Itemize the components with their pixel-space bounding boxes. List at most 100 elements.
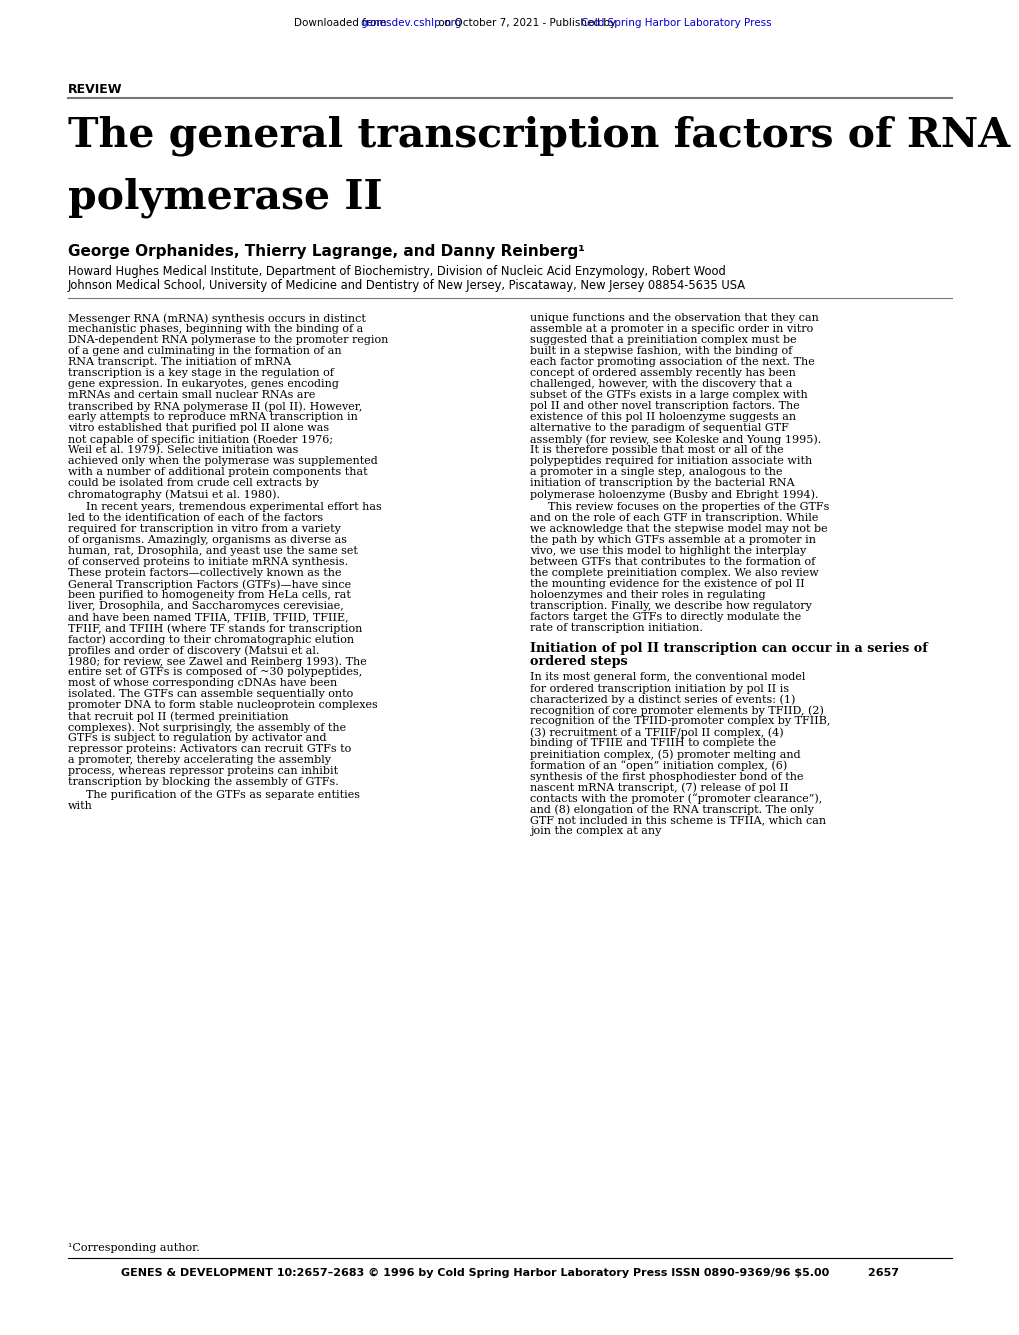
Text: REVIEW: REVIEW xyxy=(68,83,122,96)
Text: holoenzymes and their roles in regulating: holoenzymes and their roles in regulatin… xyxy=(530,590,765,599)
Text: chromatography (Matsui et al. 1980).: chromatography (Matsui et al. 1980). xyxy=(68,489,280,499)
Text: In its most general form, the conventional model: In its most general form, the convention… xyxy=(530,673,805,682)
Text: we acknowledge that the stepwise model may not be: we acknowledge that the stepwise model m… xyxy=(530,525,826,534)
Text: Messenger RNA (mRNA) synthesis occurs in distinct: Messenger RNA (mRNA) synthesis occurs in… xyxy=(68,312,366,323)
Text: the complete preinitiation complex. We also review: the complete preinitiation complex. We a… xyxy=(530,567,818,578)
Text: that recruit pol II (termed preinitiation: that recruit pol II (termed preinitiatio… xyxy=(68,712,288,721)
Text: concept of ordered assembly recently has been: concept of ordered assembly recently has… xyxy=(530,368,795,378)
Text: liver, Drosophila, and Saccharomyces cerevisiae,: liver, Drosophila, and Saccharomyces cer… xyxy=(68,601,343,611)
Text: initiation of transcription by the bacterial RNA: initiation of transcription by the bacte… xyxy=(530,478,794,489)
Text: existence of this pol II holoenzyme suggests an: existence of this pol II holoenzyme sugg… xyxy=(530,413,796,422)
Text: a promoter in a single step, analogous to the: a promoter in a single step, analogous t… xyxy=(530,467,782,477)
Text: alternative to the paradigm of sequential GTF: alternative to the paradigm of sequentia… xyxy=(530,423,788,433)
Text: human, rat, Drosophila, and yeast use the same set: human, rat, Drosophila, and yeast use th… xyxy=(68,546,358,555)
Text: RNA transcript. The initiation of mRNA: RNA transcript. The initiation of mRNA xyxy=(68,356,290,367)
Text: and (8) elongation of the RNA transcript. The only: and (8) elongation of the RNA transcript… xyxy=(530,805,813,816)
Text: synthesis of the first phosphodiester bond of the: synthesis of the first phosphodiester bo… xyxy=(530,772,803,781)
Text: each factor promoting association of the next. The: each factor promoting association of the… xyxy=(530,356,814,367)
Text: Weil et al. 1979). Selective initiation was: Weil et al. 1979). Selective initiation … xyxy=(68,445,299,455)
Text: isolated. The GTFs can assemble sequentially onto: isolated. The GTFs can assemble sequenti… xyxy=(68,689,353,700)
Text: GTF not included in this scheme is TFIIA, which can: GTF not included in this scheme is TFIIA… xyxy=(530,816,825,825)
Text: In recent years, tremendous experimental effort has: In recent years, tremendous experimental… xyxy=(86,502,381,513)
Text: required for transcription in vitro from a variety: required for transcription in vitro from… xyxy=(68,525,340,534)
Text: entire set of GTFs is composed of ~30 polypeptides,: entire set of GTFs is composed of ~30 po… xyxy=(68,668,362,677)
Text: on October 7, 2021 - Published by: on October 7, 2021 - Published by xyxy=(435,17,619,28)
Text: profiles and order of discovery (Matsui et al.: profiles and order of discovery (Matsui … xyxy=(68,645,319,655)
Text: contacts with the promoter (“promoter clearance”),: contacts with the promoter (“promoter cl… xyxy=(530,793,821,804)
Text: unique functions and the observation that they can: unique functions and the observation tha… xyxy=(530,312,818,323)
Text: mRNAs and certain small nuclear RNAs are: mRNAs and certain small nuclear RNAs are xyxy=(68,390,315,400)
Text: of organisms. Amazingly, organisms as diverse as: of organisms. Amazingly, organisms as di… xyxy=(68,535,346,545)
Text: GENES & DEVELOPMENT 10:2657–2683 © 1996 by Cold Spring Harbor Laboratory Press I: GENES & DEVELOPMENT 10:2657–2683 © 1996 … xyxy=(121,1268,898,1278)
Text: Johnson Medical School, University of Medicine and Dentistry of New Jersey, Pisc: Johnson Medical School, University of Me… xyxy=(68,279,745,292)
Text: most of whose corresponding cDNAs have been: most of whose corresponding cDNAs have b… xyxy=(68,678,337,688)
Text: challenged, however, with the discovery that a: challenged, however, with the discovery … xyxy=(530,379,792,388)
Text: This review focuses on the properties of the GTFs: This review focuses on the properties of… xyxy=(547,502,828,513)
Text: The purification of the GTFs as separate entities: The purification of the GTFs as separate… xyxy=(86,790,360,800)
Text: factors target the GTFs to directly modulate the: factors target the GTFs to directly modu… xyxy=(530,611,801,622)
Text: process, whereas repressor proteins can inhibit: process, whereas repressor proteins can … xyxy=(68,766,337,776)
Text: a promoter, thereby accelerating the assembly: a promoter, thereby accelerating the ass… xyxy=(68,756,331,765)
Text: of conserved proteins to initiate mRNA synthesis.: of conserved proteins to initiate mRNA s… xyxy=(68,557,347,567)
Text: binding of TFIIE and TFIIH to complete the: binding of TFIIE and TFIIH to complete t… xyxy=(530,738,775,749)
Text: transcribed by RNA polymerase II (pol II). However,: transcribed by RNA polymerase II (pol II… xyxy=(68,400,362,411)
Text: (3) recruitment of a TFIIF/pol II complex, (4): (3) recruitment of a TFIIF/pol II comple… xyxy=(530,728,783,738)
Text: ordered steps: ordered steps xyxy=(530,655,627,669)
Text: with a number of additional protein components that: with a number of additional protein comp… xyxy=(68,467,367,477)
Text: been purified to homogeneity from HeLa cells, rat: been purified to homogeneity from HeLa c… xyxy=(68,590,351,599)
Text: suggested that a preinitiation complex must be: suggested that a preinitiation complex m… xyxy=(530,335,796,344)
Text: between GTFs that contributes to the formation of: between GTFs that contributes to the for… xyxy=(530,557,814,567)
Text: Initiation of pol II transcription can occur in a series of: Initiation of pol II transcription can o… xyxy=(530,642,927,655)
Text: promoter DNA to form stable nucleoprotein complexes: promoter DNA to form stable nucleoprotei… xyxy=(68,700,377,710)
Text: join the complex at any: join the complex at any xyxy=(530,826,660,837)
Text: ¹Corresponding author.: ¹Corresponding author. xyxy=(68,1243,200,1254)
Text: vivo, we use this model to highlight the interplay: vivo, we use this model to highlight the… xyxy=(530,546,805,555)
Text: General Transcription Factors (GTFs)—have since: General Transcription Factors (GTFs)—hav… xyxy=(68,579,351,590)
Text: factor) according to their chromatographic elution: factor) according to their chromatograph… xyxy=(68,634,354,645)
Text: nascent mRNA transcript, (7) release of pol II: nascent mRNA transcript, (7) release of … xyxy=(530,782,788,793)
Text: characterized by a distinct series of events: (1): characterized by a distinct series of ev… xyxy=(530,694,795,705)
Text: assemble at a promoter in a specific order in vitro: assemble at a promoter in a specific ord… xyxy=(530,324,812,334)
Text: complexes). Not surprisingly, the assembly of the: complexes). Not surprisingly, the assemb… xyxy=(68,722,345,733)
Text: assembly (for review, see Koleske and Young 1995).: assembly (for review, see Koleske and Yo… xyxy=(530,434,820,445)
Text: vitro established that purified pol II alone was: vitro established that purified pol II a… xyxy=(68,423,329,433)
Text: of a gene and culminating in the formation of an: of a gene and culminating in the formati… xyxy=(68,346,341,356)
Text: and have been named TFIIA, TFIIB, TFIID, TFIIE,: and have been named TFIIA, TFIIB, TFIID,… xyxy=(68,611,348,622)
Text: recognition of core promoter elements by TFIID, (2): recognition of core promoter elements by… xyxy=(530,705,823,716)
Text: not capable of specific initiation (Roeder 1976;: not capable of specific initiation (Roed… xyxy=(68,434,333,445)
Text: recognition of the TFIID-promoter complex by TFIIB,: recognition of the TFIID-promoter comple… xyxy=(530,717,829,726)
Text: transcription. Finally, we describe how regulatory: transcription. Finally, we describe how … xyxy=(530,601,811,611)
Text: These protein factors—collectively known as the: These protein factors—collectively known… xyxy=(68,567,341,578)
Text: 1980; for review, see Zawel and Reinberg 1993). The: 1980; for review, see Zawel and Reinberg… xyxy=(68,655,367,666)
Text: genesdev.cshlp.org: genesdev.cshlp.org xyxy=(361,17,462,28)
Text: The general transcription factors of RNA: The general transcription factors of RNA xyxy=(68,116,1009,156)
Text: GTFs is subject to regulation by activator and: GTFs is subject to regulation by activat… xyxy=(68,733,326,744)
Text: transcription by blocking the assembly of GTFs.: transcription by blocking the assembly o… xyxy=(68,777,338,788)
Text: with: with xyxy=(68,801,93,810)
Text: Howard Hughes Medical Institute, Department of Biochemistry, Division of Nucleic: Howard Hughes Medical Institute, Departm… xyxy=(68,266,726,278)
Text: pol II and other novel transcription factors. The: pol II and other novel transcription fac… xyxy=(530,400,799,411)
Text: Cold Spring Harbor Laboratory Press: Cold Spring Harbor Laboratory Press xyxy=(580,17,770,28)
Text: polymerase holoenzyme (Busby and Ebright 1994).: polymerase holoenzyme (Busby and Ebright… xyxy=(530,489,817,499)
Text: the mounting evidence for the existence of pol II: the mounting evidence for the existence … xyxy=(530,579,804,589)
Text: transcription is a key stage in the regulation of: transcription is a key stage in the regu… xyxy=(68,368,333,378)
Text: subset of the GTFs exists in a large complex with: subset of the GTFs exists in a large com… xyxy=(530,390,807,400)
Text: built in a stepwise fashion, with the binding of: built in a stepwise fashion, with the bi… xyxy=(530,346,792,356)
Text: polymerase II: polymerase II xyxy=(68,178,382,219)
Text: It is therefore possible that most or all of the: It is therefore possible that most or al… xyxy=(530,445,783,455)
Text: and on the role of each GTF in transcription. While: and on the role of each GTF in transcrip… xyxy=(530,513,817,523)
Text: for ordered transcription initiation by pol II is: for ordered transcription initiation by … xyxy=(530,684,789,693)
Text: gene expression. In eukaryotes, genes encoding: gene expression. In eukaryotes, genes en… xyxy=(68,379,338,388)
Text: repressor proteins: Activators can recruit GTFs to: repressor proteins: Activators can recru… xyxy=(68,744,351,754)
Text: George Orphanides, Thierry Lagrange, and Danny Reinberg¹: George Orphanides, Thierry Lagrange, and… xyxy=(68,244,584,259)
Text: Downloaded from: Downloaded from xyxy=(293,17,389,28)
Text: led to the identification of each of the factors: led to the identification of each of the… xyxy=(68,513,323,523)
Text: could be isolated from crude cell extracts by: could be isolated from crude cell extrac… xyxy=(68,478,319,489)
Text: TFIIF, and TFIIH (where TF stands for transcription: TFIIF, and TFIIH (where TF stands for tr… xyxy=(68,623,362,634)
Text: rate of transcription initiation.: rate of transcription initiation. xyxy=(530,623,702,633)
Text: early attempts to reproduce mRNA transcription in: early attempts to reproduce mRNA transcr… xyxy=(68,413,358,422)
Text: mechanistic phases, beginning with the binding of a: mechanistic phases, beginning with the b… xyxy=(68,324,363,334)
Text: preinitiation complex, (5) promoter melting and: preinitiation complex, (5) promoter melt… xyxy=(530,749,800,760)
Text: formation of an “open” initiation complex, (6): formation of an “open” initiation comple… xyxy=(530,761,787,772)
Text: the path by which GTFs assemble at a promoter in: the path by which GTFs assemble at a pro… xyxy=(530,535,815,545)
